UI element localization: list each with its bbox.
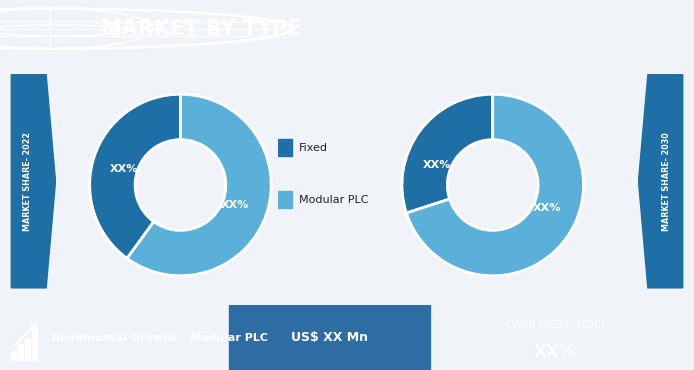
Bar xyxy=(11,351,16,360)
Polygon shape xyxy=(11,75,56,288)
Text: Incremental Growth – Modular PLC: Incremental Growth – Modular PLC xyxy=(52,333,268,343)
Bar xyxy=(18,344,23,360)
Polygon shape xyxy=(638,75,683,288)
Text: Fixed: Fixed xyxy=(298,143,328,153)
Bar xyxy=(278,139,292,156)
Wedge shape xyxy=(90,94,180,258)
Text: CAGR (2022–2030): CAGR (2022–2030) xyxy=(506,320,604,330)
Text: US$ XX Mn: US$ XX Mn xyxy=(291,331,368,344)
Wedge shape xyxy=(127,94,271,276)
Polygon shape xyxy=(229,305,430,370)
Text: XX%: XX% xyxy=(110,164,138,174)
Text: MARKET SHARE- 2022: MARKET SHARE- 2022 xyxy=(23,132,32,231)
Text: Modular PLC: Modular PLC xyxy=(298,195,369,205)
Text: XX%: XX% xyxy=(534,343,577,361)
Wedge shape xyxy=(407,94,584,276)
Text: XX%: XX% xyxy=(533,203,561,213)
Text: XX%: XX% xyxy=(221,200,249,210)
Text: MARKET BY TYPE: MARKET BY TYPE xyxy=(101,18,301,39)
Bar xyxy=(278,191,292,208)
Wedge shape xyxy=(402,94,493,213)
Text: MARKET SHARE- 2030: MARKET SHARE- 2030 xyxy=(662,132,671,231)
Text: XX%: XX% xyxy=(422,160,450,170)
Bar xyxy=(25,337,30,360)
Bar xyxy=(32,328,37,360)
